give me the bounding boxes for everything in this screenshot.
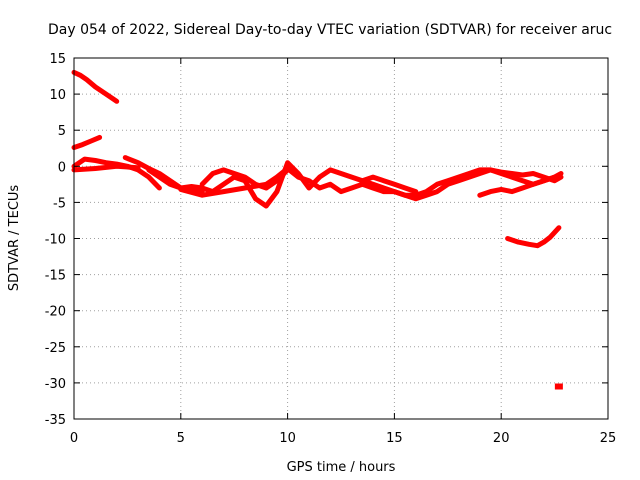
y-tick-label: -25	[45, 341, 66, 356]
y-tick-label: 5	[58, 124, 66, 139]
series-track-1	[71, 69, 120, 104]
y-tick-label: -30	[45, 377, 66, 392]
y-tick-label: 10	[49, 88, 66, 103]
x-tick-label: 5	[177, 431, 185, 446]
x-tick-label: 25	[600, 431, 617, 446]
x-tick-label: 15	[386, 431, 403, 446]
y-tick-label: -20	[45, 305, 66, 320]
grid	[74, 58, 608, 419]
y-tick-label: -5	[53, 196, 66, 211]
series-track-7	[199, 167, 291, 191]
isolated-point	[554, 383, 563, 390]
y-tick-label: 15	[49, 52, 66, 67]
x-tick-label: 0	[70, 431, 78, 446]
y-tick-label: -10	[45, 233, 66, 248]
x-axis-label: GPS time / hours	[287, 460, 396, 475]
data-series	[71, 69, 564, 390]
y-tick-label: -35	[45, 413, 66, 428]
series-track-11	[505, 225, 562, 249]
y-axis-label: SDTVAR / TECUs	[7, 185, 22, 292]
x-tick-label: 10	[279, 431, 296, 446]
series-track-10	[477, 174, 558, 198]
y-tick-label: -15	[45, 269, 66, 284]
series-track-2	[71, 134, 103, 150]
y-tick-label: 0	[58, 160, 66, 175]
series-track-3	[71, 156, 162, 191]
x-tick-label: 20	[493, 431, 510, 446]
series-track-4	[71, 163, 141, 173]
axis-ticks: 0 5 10 15 20 25 -35 -30 -25 -20 -15 -10 -5 0 5 10 15	[45, 52, 617, 446]
chart-title: Day 054 of 2022, Sidereal Day-to-day VTE…	[48, 22, 612, 38]
